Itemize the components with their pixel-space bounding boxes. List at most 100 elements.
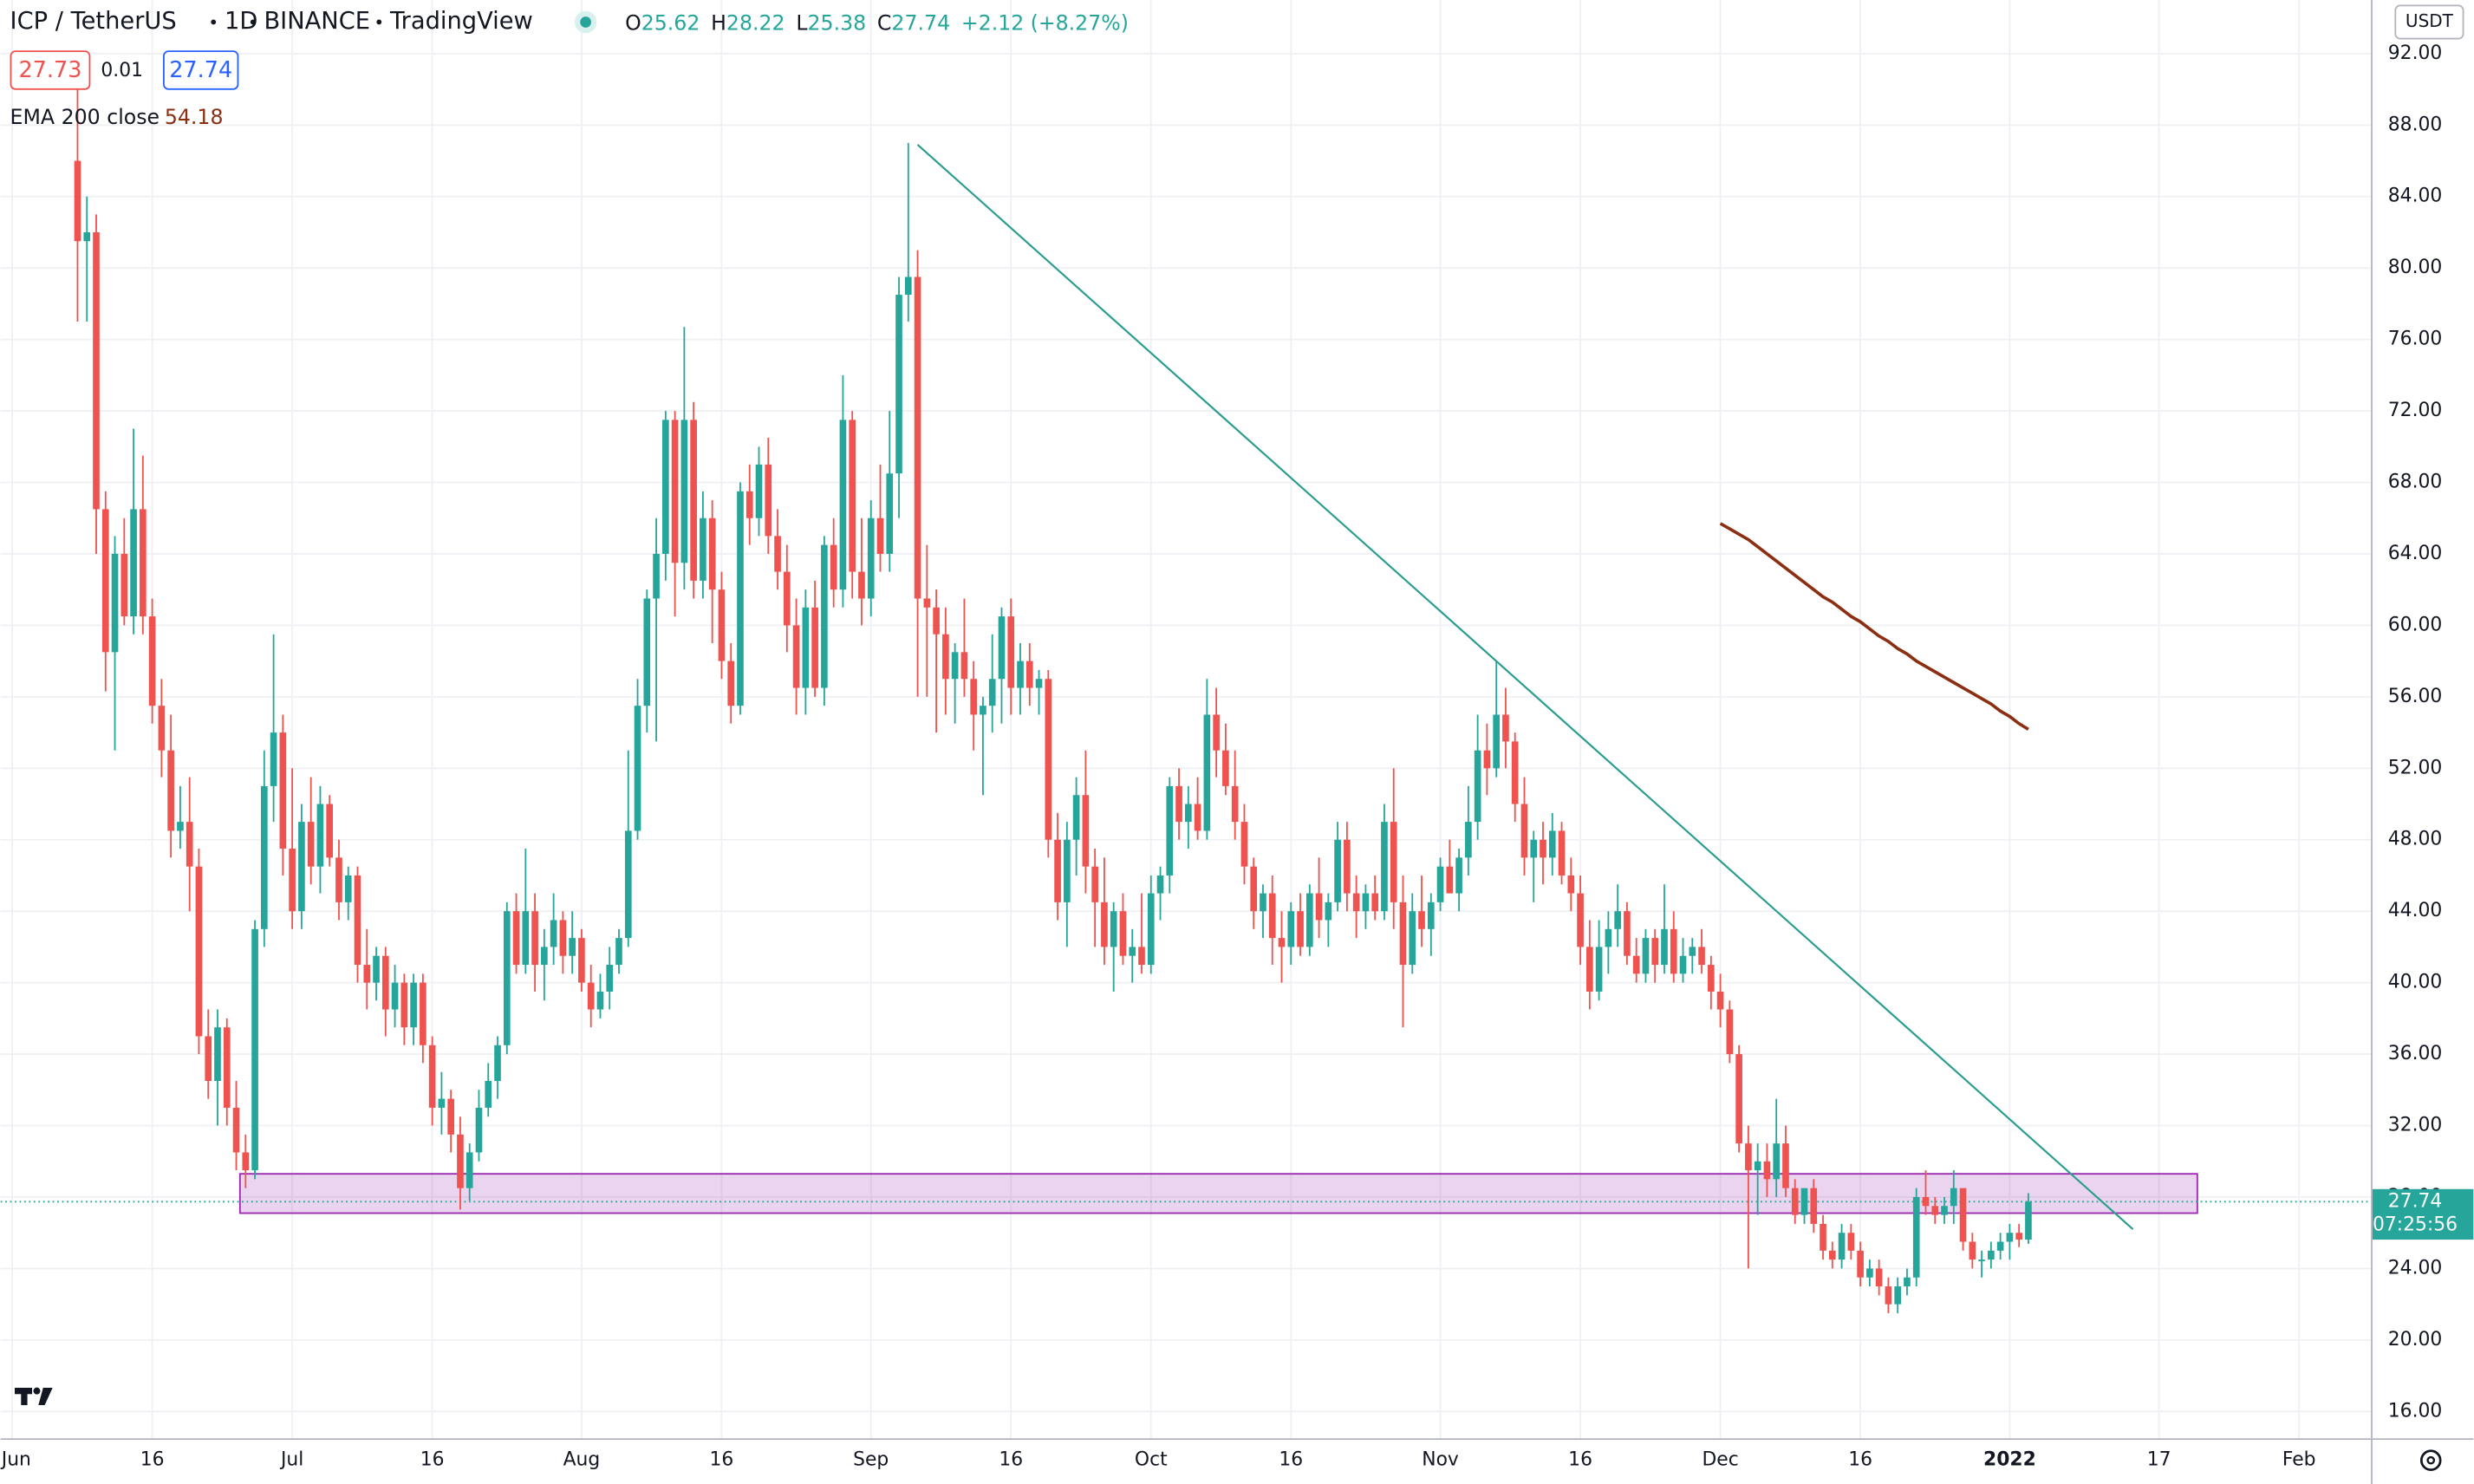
candle-body xyxy=(1679,955,1687,974)
ohlc-value: 25.62 xyxy=(641,10,700,35)
candle-body xyxy=(503,911,511,1045)
candle-body xyxy=(1820,1223,1826,1251)
candle-body xyxy=(942,634,949,680)
candle-body xyxy=(485,1081,492,1108)
candle-body xyxy=(811,607,818,688)
candle-body xyxy=(1745,1143,1752,1171)
candle-body xyxy=(1941,1206,1948,1215)
ema-line xyxy=(1719,522,2029,731)
candle-body xyxy=(755,464,763,518)
candle-body xyxy=(354,875,361,966)
candle-body xyxy=(1465,822,1472,858)
candle-body xyxy=(867,517,875,599)
candle-body xyxy=(606,965,614,992)
ask-box[interactable] xyxy=(163,50,239,90)
candle-body xyxy=(279,732,287,849)
x-tick-label: Nov xyxy=(1422,1449,1459,1471)
candle-body xyxy=(1530,839,1538,858)
candle-body xyxy=(1978,1259,1985,1261)
ohlc-value: 27.74 xyxy=(891,10,950,35)
candle-body xyxy=(1511,741,1519,804)
candle-body xyxy=(1493,714,1500,769)
y-tick-label: 88.00 xyxy=(2388,114,2443,135)
candle-body xyxy=(400,982,408,1028)
candle-body xyxy=(1175,785,1182,823)
candle-body xyxy=(680,420,688,563)
y-tick-label: 48.00 xyxy=(2388,829,2443,850)
candle-body xyxy=(1260,893,1266,912)
candle-body xyxy=(344,875,352,902)
candle-body xyxy=(1763,1161,1771,1180)
x-tick-label: Jun xyxy=(0,1449,31,1471)
candle-body xyxy=(792,625,800,688)
candle-body xyxy=(83,231,91,242)
candle-body xyxy=(1847,1233,1855,1251)
candle-body xyxy=(1072,795,1080,840)
x-tick-label: Oct xyxy=(1135,1449,1168,1471)
candle-body xyxy=(101,509,109,653)
candle-body xyxy=(671,420,679,563)
candle-body xyxy=(158,706,166,751)
ohlc-key: H xyxy=(711,10,726,35)
y-tick-label: 76.00 xyxy=(2388,329,2443,350)
candle-body xyxy=(1586,947,1593,992)
candle-body xyxy=(130,509,137,617)
candle-body xyxy=(1875,1268,1883,1287)
y-tick-label: 40.00 xyxy=(2388,972,2443,993)
candle-body xyxy=(251,928,258,1171)
candle-body xyxy=(980,706,986,715)
candle-body xyxy=(111,553,119,653)
y-tick-label: 68.00 xyxy=(2388,472,2443,493)
ohlc-legend: O25.62 H28.22 L25.38 C27.74 +2.12 (+8.27%) xyxy=(625,10,1129,35)
candle-body xyxy=(1156,875,1164,894)
countdown: 07:25:56 xyxy=(2373,1214,2458,1236)
candle-body xyxy=(718,589,726,661)
x-tick-label: 16 xyxy=(1279,1449,1303,1471)
candle-body xyxy=(1828,1250,1836,1260)
candle-body xyxy=(1334,839,1341,902)
status-dot[interactable] xyxy=(580,16,591,28)
candle-body xyxy=(1362,893,1370,912)
candle-body xyxy=(830,544,837,590)
candle-body xyxy=(307,822,315,867)
candle-body xyxy=(148,616,156,706)
x-tick-label: Jul xyxy=(279,1449,303,1471)
candle-body xyxy=(765,464,772,537)
candle-body xyxy=(1287,911,1295,947)
candle-body xyxy=(261,785,268,929)
x-tick-label: Aug xyxy=(563,1449,601,1471)
candle-body xyxy=(849,420,856,572)
ohlc-key: L xyxy=(796,10,808,35)
x-tick-label: 16 xyxy=(710,1449,734,1471)
y-tick-label: 64.00 xyxy=(2388,543,2443,564)
candle-body xyxy=(1147,893,1155,966)
separator xyxy=(250,19,256,25)
candle-body xyxy=(895,295,902,474)
gear-hub xyxy=(2426,1455,2436,1465)
y-tick-label: 44.00 xyxy=(2388,900,2443,921)
candle-body xyxy=(737,491,744,706)
settings[interactable] xyxy=(2419,1449,2442,1471)
y-tick-label: 56.00 xyxy=(2388,686,2443,707)
candle-body xyxy=(1931,1206,1939,1215)
candle-body xyxy=(1791,1188,1799,1215)
candle-body xyxy=(1661,928,1668,966)
currency-box[interactable] xyxy=(2394,4,2464,40)
candle-body xyxy=(1904,1277,1911,1287)
candle-body xyxy=(970,679,977,715)
candle-body xyxy=(1754,1161,1761,1171)
candle-body xyxy=(120,553,128,617)
candle-body xyxy=(475,1107,483,1153)
y-tick-label: 92.00 xyxy=(2388,42,2443,64)
candle-body xyxy=(643,598,651,706)
candle-body xyxy=(1007,616,1015,688)
candle-body xyxy=(2006,1233,2014,1242)
candle-body xyxy=(933,607,940,635)
plot-area xyxy=(0,89,2372,1313)
ask: 27.74 xyxy=(169,57,232,83)
candle-body xyxy=(1325,901,1332,921)
bid-box[interactable] xyxy=(10,50,91,90)
candle-body xyxy=(1305,893,1313,947)
candle-body xyxy=(559,920,567,956)
